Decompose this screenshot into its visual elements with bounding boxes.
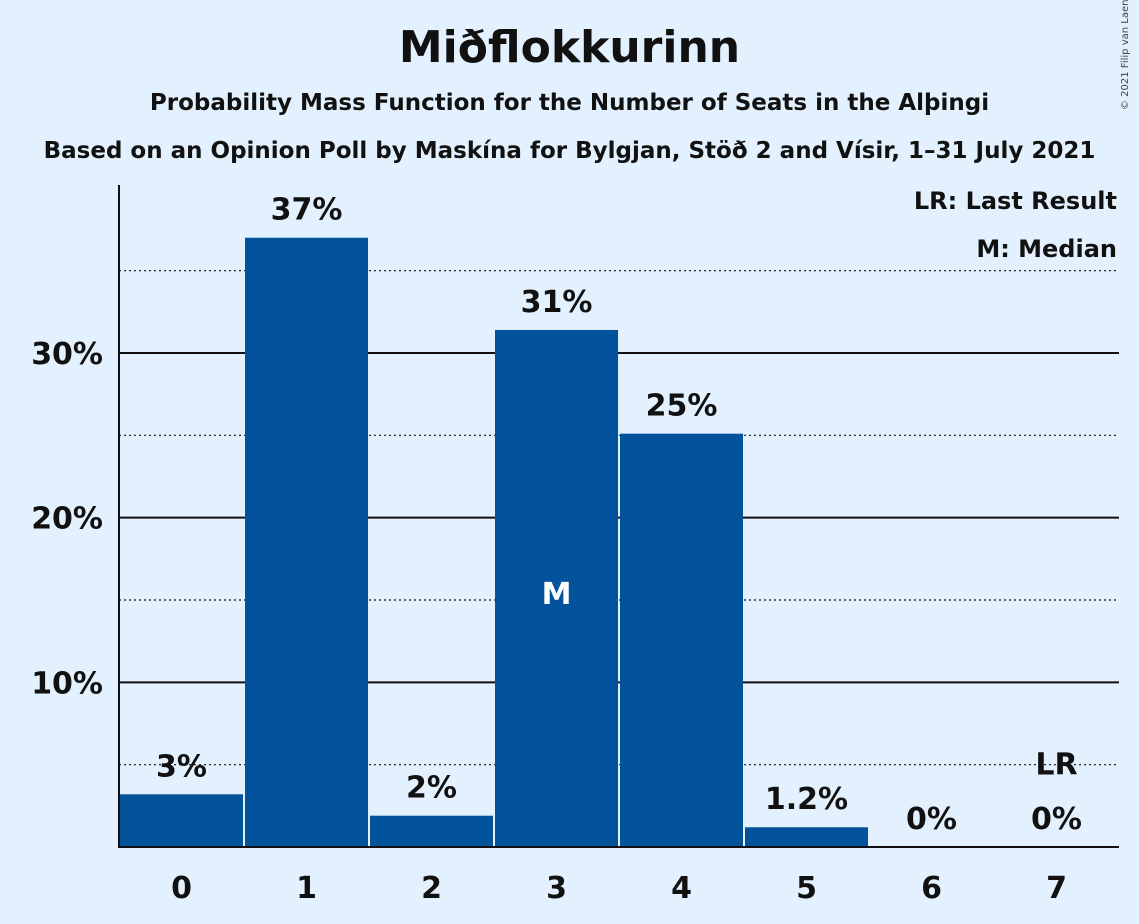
- chart-subtitle: Probability Mass Function for the Number…: [149, 90, 990, 116]
- x-tick-label: 0: [171, 871, 192, 906]
- x-tick-label: 5: [796, 871, 817, 906]
- x-tick-label: 4: [671, 871, 692, 906]
- bar-0: [120, 794, 243, 847]
- bar-value-label: 3%: [156, 749, 207, 784]
- legend-entry: LR: Last Result: [914, 187, 1117, 215]
- bar-value-label: 0%: [1031, 802, 1082, 837]
- last-result-marker: LR: [1035, 748, 1077, 783]
- legend-entry: M: Median: [976, 235, 1117, 263]
- bar-value-label: 1.2%: [765, 782, 848, 817]
- median-marker: M: [542, 577, 572, 612]
- axes: 10% 20% 30% 0 1 2 3 4 5 6 7: [31, 185, 1119, 906]
- bar-labels: 3% 37% 2% 31% 25% 1.2% 0% 0% M LR: [156, 193, 1082, 837]
- x-tick-label: 3: [546, 871, 567, 906]
- bars: [120, 237, 868, 847]
- bar-value-label: 0%: [906, 802, 957, 837]
- y-tick-label: 30%: [31, 337, 103, 372]
- legend: LR: Last Result M: Median: [914, 187, 1117, 263]
- bar-value-label: 2%: [406, 771, 457, 806]
- x-tick-label: 1: [296, 871, 317, 906]
- bar-3: [495, 329, 618, 847]
- bar-2: [370, 815, 493, 847]
- x-tick-label: 6: [921, 871, 942, 906]
- bar-4: [620, 433, 743, 847]
- bar-value-label: 31%: [521, 285, 593, 320]
- x-tick-label: 2: [421, 871, 442, 906]
- y-tick-label: 20%: [31, 502, 103, 537]
- bar-5: [745, 827, 868, 847]
- bar-1: [245, 237, 368, 847]
- x-tick-label: 7: [1046, 871, 1067, 906]
- bar-value-label: 25%: [646, 389, 718, 424]
- chart-title: Miðflokkurinn: [398, 22, 741, 73]
- bar-value-label: 37%: [271, 193, 343, 228]
- chart-subtitle-source: Based on an Opinion Poll by Maskína for …: [43, 138, 1096, 164]
- y-tick-label: 10%: [31, 666, 103, 701]
